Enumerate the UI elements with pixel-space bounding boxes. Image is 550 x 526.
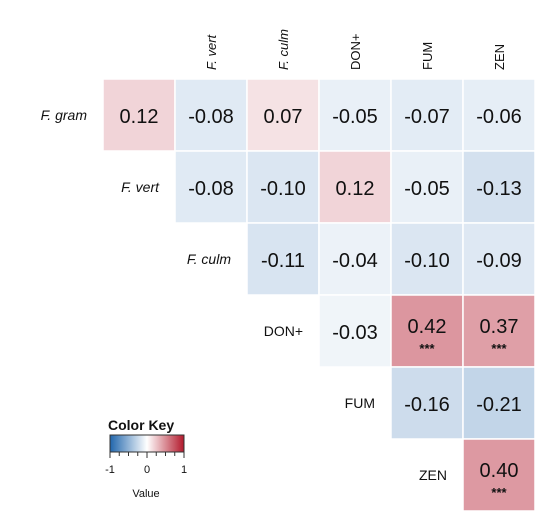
row-labels: F. gram F. vert F. culm DON+ FUM ZEN: [41, 107, 447, 483]
column-label: DON+: [348, 34, 363, 70]
cell-value-label: -0.10: [260, 178, 306, 200]
row-label: F. vert: [121, 179, 160, 195]
heatmap-cell: [462, 438, 536, 512]
heatmap-cell: [462, 78, 536, 152]
cell-value-label: -0.13: [476, 178, 522, 200]
cell-value-label: -0.10: [404, 250, 450, 272]
color-key-tick-label: 0: [144, 464, 150, 476]
cell-value-label: 0.12: [120, 106, 159, 128]
heatmap-cell: [390, 366, 464, 440]
cell-value-label: -0.08: [188, 178, 234, 200]
color-key-tick-label: 1: [181, 464, 187, 476]
heatmap-cell: [390, 78, 464, 152]
heatmap-cell: [102, 78, 176, 152]
heatmap-cell: [246, 78, 320, 152]
cell-value-label: -0.06: [476, 106, 522, 128]
column-label: ZEN: [492, 44, 507, 70]
color-key: Color Key -1 0 1 Value: [105, 417, 187, 500]
row-label: FUM: [345, 395, 375, 411]
color-key-title: Color Key: [108, 417, 174, 433]
cell-value-label: -0.21: [476, 394, 522, 416]
cell-value-label: -0.04: [332, 250, 378, 272]
cell-value-label: -0.08: [188, 106, 234, 128]
cell-value-label: 0.42: [408, 316, 447, 338]
cell-value-label: -0.05: [404, 178, 450, 200]
color-key-gradient-bar: [109, 434, 185, 453]
color-key-ticks: -1 0 1: [105, 452, 187, 476]
heatmap-cell: [390, 294, 464, 368]
cell-significance-label: ***: [491, 485, 507, 500]
cell-value-label: 0.07: [264, 106, 303, 128]
column-label: FUM: [420, 42, 435, 70]
column-label: F. culm: [276, 29, 291, 70]
cell-significance-label: ***: [419, 341, 435, 356]
cell-value-label: -0.09: [476, 250, 522, 272]
cell-value-label: 0.37: [480, 316, 519, 338]
heatmap-cell: [462, 222, 536, 296]
heatmap-cells: 0.12 -0.08 0.07 -0.05 -0.07 -0.06 -0.08 -0.10 0.…: [102, 78, 536, 512]
heatmap-cell: [246, 222, 320, 296]
row-label: ZEN: [419, 467, 447, 483]
color-key-tick-label: -1: [105, 464, 115, 476]
cell-value-label: 0.40: [480, 460, 519, 482]
cell-value-label: 0.12: [336, 178, 375, 200]
heatmap-cell: [462, 294, 536, 368]
heatmap-cell: [390, 222, 464, 296]
cell-value-label: -0.03: [332, 322, 378, 344]
cell-value-label: -0.16: [404, 394, 450, 416]
row-label: F. gram: [41, 107, 88, 123]
cell-value-label: -0.11: [261, 250, 305, 272]
heatmap-cell: [246, 150, 320, 224]
heatmap-cell: [174, 150, 248, 224]
cell-significance-label: ***: [491, 341, 507, 356]
cell-value-label: -0.05: [332, 106, 378, 128]
column-label: F. vert: [204, 33, 219, 70]
row-label: DON+: [264, 323, 303, 339]
heatmap-cell: [318, 222, 392, 296]
color-key-caption: Value: [132, 488, 159, 500]
heatmap-cell: [462, 366, 536, 440]
row-label: F. culm: [187, 251, 231, 267]
cell-value-label: -0.07: [404, 106, 450, 128]
